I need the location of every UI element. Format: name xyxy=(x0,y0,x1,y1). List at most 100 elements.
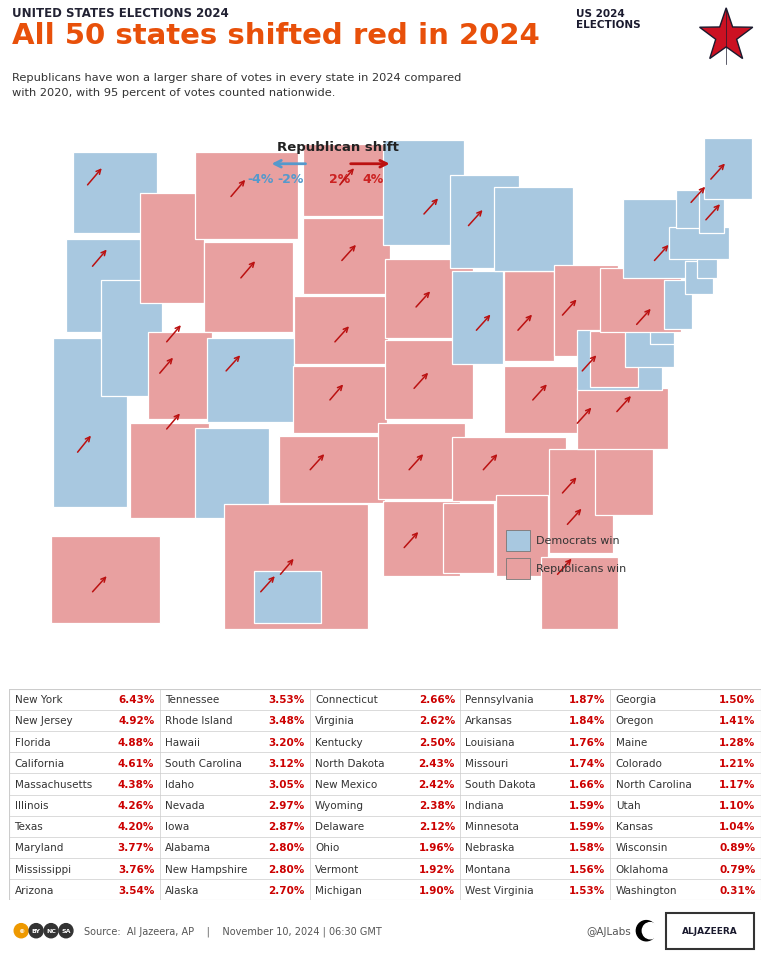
Circle shape xyxy=(14,924,28,938)
Text: 1.50%: 1.50% xyxy=(719,695,755,704)
Text: Alaska: Alaska xyxy=(165,885,199,895)
Text: Idaho: Idaho xyxy=(165,779,194,789)
Text: 2.97%: 2.97% xyxy=(268,801,305,810)
Text: 2.80%: 2.80% xyxy=(268,864,305,874)
Bar xyxy=(669,228,728,259)
Text: South Carolina: South Carolina xyxy=(165,758,242,768)
Text: 2.50%: 2.50% xyxy=(419,737,455,747)
Bar xyxy=(51,536,160,624)
Bar xyxy=(66,240,145,333)
Text: BY: BY xyxy=(32,928,41,933)
Bar xyxy=(665,281,692,330)
Text: Arkansas: Arkansas xyxy=(465,716,514,726)
Bar xyxy=(591,332,638,387)
Text: Rhode Island: Rhode Island xyxy=(165,716,233,726)
Bar xyxy=(623,200,707,279)
Bar xyxy=(148,333,213,420)
Text: 4.38%: 4.38% xyxy=(118,779,154,789)
Text: Oklahoma: Oklahoma xyxy=(616,864,669,874)
Text: Pennsylvania: Pennsylvania xyxy=(465,695,534,704)
Circle shape xyxy=(59,924,73,938)
Text: 3.48%: 3.48% xyxy=(268,716,305,726)
Circle shape xyxy=(44,924,58,938)
Bar xyxy=(279,436,386,504)
Text: 4.61%: 4.61% xyxy=(118,758,154,768)
Text: 3.53%: 3.53% xyxy=(268,695,305,704)
Bar xyxy=(450,176,519,269)
Bar xyxy=(140,193,205,304)
Text: Colorado: Colorado xyxy=(616,758,663,768)
Text: 1.28%: 1.28% xyxy=(719,737,755,747)
Bar xyxy=(205,242,293,333)
Text: Montana: Montana xyxy=(465,864,511,874)
Text: 1.59%: 1.59% xyxy=(569,822,605,831)
Text: 2.12%: 2.12% xyxy=(419,822,455,831)
Bar xyxy=(73,153,157,234)
Bar xyxy=(625,331,675,368)
Text: North Dakota: North Dakota xyxy=(315,758,384,768)
Text: 1.10%: 1.10% xyxy=(719,801,755,810)
Bar xyxy=(383,141,464,246)
Text: 1.41%: 1.41% xyxy=(719,716,755,726)
Bar xyxy=(53,339,127,507)
Bar xyxy=(704,139,752,200)
Bar xyxy=(195,153,299,240)
Bar xyxy=(377,424,464,499)
Text: Virginia: Virginia xyxy=(315,716,355,726)
Text: 1.74%: 1.74% xyxy=(569,758,605,768)
Text: 3.05%: 3.05% xyxy=(268,779,305,789)
Text: 4%: 4% xyxy=(362,173,383,186)
Text: Wisconsin: Wisconsin xyxy=(616,843,668,852)
Text: 1.76%: 1.76% xyxy=(569,737,605,747)
Text: Hawaii: Hawaii xyxy=(165,737,199,747)
Text: 2.62%: 2.62% xyxy=(419,716,455,726)
Text: Ohio: Ohio xyxy=(315,843,340,852)
Polygon shape xyxy=(700,9,753,60)
Text: New York: New York xyxy=(15,695,62,704)
Bar xyxy=(494,187,574,271)
Bar xyxy=(506,558,530,579)
Text: 1.66%: 1.66% xyxy=(569,779,605,789)
Bar xyxy=(578,331,661,391)
Text: Nebraska: Nebraska xyxy=(465,843,515,852)
Text: Florida: Florida xyxy=(15,737,50,747)
Text: US 2024: US 2024 xyxy=(576,9,625,19)
Bar xyxy=(294,297,388,364)
Text: 3.77%: 3.77% xyxy=(118,843,154,852)
Text: 1.84%: 1.84% xyxy=(569,716,605,726)
Bar xyxy=(195,429,269,519)
Text: New Hampshire: New Hampshire xyxy=(165,864,247,874)
Text: Massachusetts: Massachusetts xyxy=(15,779,92,789)
Text: Utah: Utah xyxy=(616,801,641,810)
Text: Washington: Washington xyxy=(616,885,678,895)
Text: 2%: 2% xyxy=(330,173,350,186)
Bar xyxy=(650,304,675,345)
Text: 2.80%: 2.80% xyxy=(268,843,305,852)
Text: 0.79%: 0.79% xyxy=(719,864,755,874)
Bar xyxy=(506,530,530,552)
Text: 2.43%: 2.43% xyxy=(419,758,455,768)
Bar xyxy=(600,269,681,333)
Text: Republican shift: Republican shift xyxy=(277,140,399,154)
Bar xyxy=(666,913,754,949)
Text: Democrats win: Democrats win xyxy=(536,536,620,546)
Text: 1.21%: 1.21% xyxy=(719,758,755,768)
Text: Indiana: Indiana xyxy=(465,801,504,810)
Text: Iowa: Iowa xyxy=(165,822,189,831)
Text: 1.92%: 1.92% xyxy=(419,864,455,874)
Bar xyxy=(697,253,717,279)
Text: NC: NC xyxy=(46,928,56,933)
Bar xyxy=(443,504,494,574)
Text: Alabama: Alabama xyxy=(165,843,211,852)
Text: Wyoming: Wyoming xyxy=(315,801,364,810)
Text: 1.90%: 1.90% xyxy=(419,885,455,895)
Text: North Carolina: North Carolina xyxy=(616,779,691,789)
Text: Vermont: Vermont xyxy=(315,864,360,874)
Text: New Mexico: New Mexico xyxy=(315,779,377,789)
Bar xyxy=(554,265,618,357)
Bar xyxy=(101,281,162,397)
Circle shape xyxy=(29,924,43,938)
Text: South Dakota: South Dakota xyxy=(465,779,536,789)
Text: -2%: -2% xyxy=(277,173,303,186)
Text: ALJAZEERA: ALJAZEERA xyxy=(682,926,738,935)
